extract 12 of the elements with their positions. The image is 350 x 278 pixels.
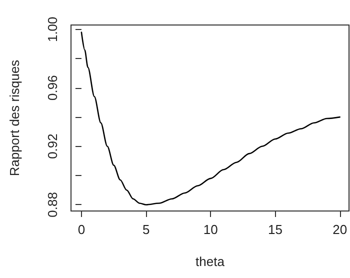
y-tick-label: 0.96 <box>45 75 60 100</box>
y-axis-title: Rapport des risques <box>7 59 22 176</box>
y-tick-label: 0.88 <box>45 192 60 218</box>
x-axis-title: theta <box>196 254 226 269</box>
y-tick-label: 0.92 <box>45 134 60 159</box>
x-tick-label: 5 <box>142 222 150 237</box>
x-tick-label: 10 <box>203 222 218 237</box>
line-series <box>80 32 340 206</box>
x-tick-label: 0 <box>78 222 86 237</box>
y-tick-label: 1.00 <box>45 16 60 42</box>
x-tick-label: 20 <box>332 222 348 237</box>
x-tick-label: 15 <box>268 222 282 237</box>
